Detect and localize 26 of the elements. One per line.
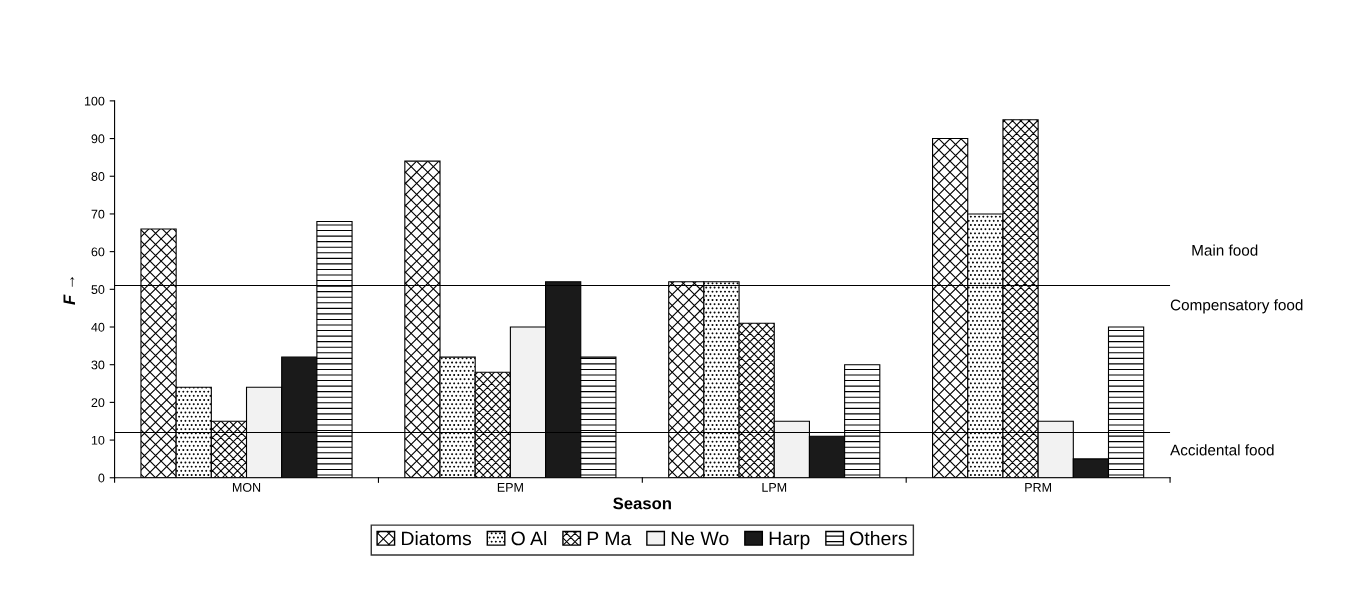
legend-label: Diatoms (402, 531, 472, 546)
y-tick-label: 30 (91, 360, 105, 370)
y-tick-label: 0 (98, 473, 105, 483)
y-tick-label: 20 (91, 398, 105, 408)
legend-label: Harp (769, 531, 810, 550)
x-tick-label: PRM (1025, 483, 1051, 492)
text: Accidental food (1170, 444, 1274, 456)
y-tick-label: 70 (91, 209, 105, 219)
legend-label: P Ma (587, 531, 632, 546)
legend-label: O Al (511, 531, 547, 546)
legend-label: Others (850, 531, 907, 546)
text: Compensatory food (1170, 299, 1303, 314)
x-tick-label: MON (232, 482, 261, 492)
y-tick-label: 90 (91, 134, 105, 144)
x-tick-label: LPM (762, 483, 787, 492)
x-axis-title: Season (613, 497, 671, 510)
y-tick-label: 100 (84, 96, 105, 106)
y-tick-label: 40 (91, 322, 105, 332)
y-tick-label: 10 (91, 435, 105, 445)
y-tick-label: 50 (91, 285, 105, 294)
legend-label: Ne Wo (671, 531, 729, 546)
y-axis-title: F → (63, 276, 75, 305)
y-tick-label: 60 (91, 247, 105, 257)
text: Main food (1192, 244, 1258, 256)
y-tick-label: 80 (91, 172, 105, 181)
x-tick-label: EPM (497, 483, 523, 492)
